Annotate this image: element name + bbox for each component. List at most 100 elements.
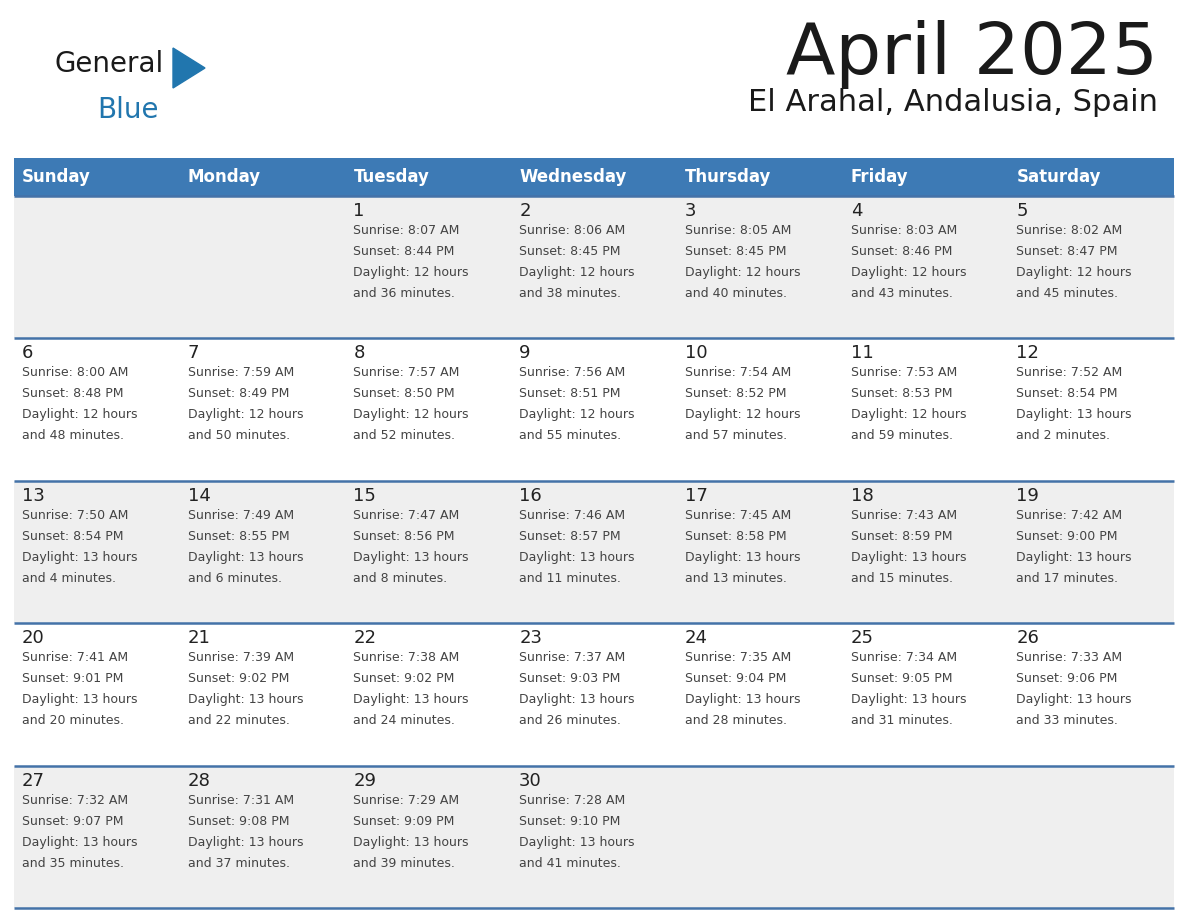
Text: 21: 21 <box>188 629 210 647</box>
Text: Sunrise: 7:35 AM: Sunrise: 7:35 AM <box>684 651 791 665</box>
Text: 30: 30 <box>519 772 542 789</box>
Text: and 36 minutes.: and 36 minutes. <box>353 287 455 300</box>
Bar <box>1009 158 1174 196</box>
Text: and 15 minutes.: and 15 minutes. <box>851 572 953 585</box>
Polygon shape <box>173 48 206 88</box>
Text: and 13 minutes.: and 13 minutes. <box>684 572 786 585</box>
Text: Sunset: 8:49 PM: Sunset: 8:49 PM <box>188 387 289 400</box>
Bar <box>14 158 179 196</box>
Text: and 33 minutes.: and 33 minutes. <box>1016 714 1118 727</box>
Text: Sunset: 9:05 PM: Sunset: 9:05 PM <box>851 672 952 685</box>
Bar <box>14 196 1174 339</box>
Text: Daylight: 13 hours: Daylight: 13 hours <box>851 693 966 706</box>
Text: Daylight: 13 hours: Daylight: 13 hours <box>684 551 801 564</box>
Text: 24: 24 <box>684 629 708 647</box>
Text: and 26 minutes.: and 26 minutes. <box>519 714 621 727</box>
Text: Daylight: 12 hours: Daylight: 12 hours <box>851 409 966 421</box>
Text: Sunrise: 7:38 AM: Sunrise: 7:38 AM <box>353 651 460 665</box>
Text: 1: 1 <box>353 202 365 220</box>
Text: 7: 7 <box>188 344 200 363</box>
Text: Sunset: 8:52 PM: Sunset: 8:52 PM <box>684 387 786 400</box>
Text: Sunrise: 7:32 AM: Sunrise: 7:32 AM <box>23 793 128 807</box>
Text: and 35 minutes.: and 35 minutes. <box>23 856 124 869</box>
Text: Sunrise: 7:59 AM: Sunrise: 7:59 AM <box>188 366 293 379</box>
Text: and 43 minutes.: and 43 minutes. <box>851 287 953 300</box>
Text: 25: 25 <box>851 629 873 647</box>
Text: Sunrise: 8:06 AM: Sunrise: 8:06 AM <box>519 224 625 237</box>
Bar <box>14 766 1174 908</box>
Text: Daylight: 12 hours: Daylight: 12 hours <box>519 409 634 421</box>
Text: 14: 14 <box>188 487 210 505</box>
Text: Daylight: 13 hours: Daylight: 13 hours <box>1016 551 1132 564</box>
Text: General: General <box>55 50 164 78</box>
Text: Sunrise: 7:47 AM: Sunrise: 7:47 AM <box>353 509 460 521</box>
Text: Blue: Blue <box>97 96 158 124</box>
Bar <box>677 158 842 196</box>
Text: Sunrise: 7:56 AM: Sunrise: 7:56 AM <box>519 366 625 379</box>
Text: and 37 minutes.: and 37 minutes. <box>188 856 290 869</box>
Text: Sunrise: 7:34 AM: Sunrise: 7:34 AM <box>851 651 956 665</box>
Text: and 48 minutes.: and 48 minutes. <box>23 430 124 442</box>
Text: and 52 minutes.: and 52 minutes. <box>353 430 455 442</box>
Text: Daylight: 13 hours: Daylight: 13 hours <box>684 693 801 706</box>
Text: 26: 26 <box>1016 629 1040 647</box>
Text: Daylight: 12 hours: Daylight: 12 hours <box>684 409 801 421</box>
Text: Sunset: 9:03 PM: Sunset: 9:03 PM <box>519 672 620 685</box>
Text: Sunset: 8:54 PM: Sunset: 8:54 PM <box>1016 387 1118 400</box>
Text: Sunset: 9:07 PM: Sunset: 9:07 PM <box>23 814 124 828</box>
Text: Monday: Monday <box>188 168 261 186</box>
Text: 2: 2 <box>519 202 531 220</box>
Text: Sunrise: 7:49 AM: Sunrise: 7:49 AM <box>188 509 293 521</box>
Text: 18: 18 <box>851 487 873 505</box>
Text: Sunset: 8:56 PM: Sunset: 8:56 PM <box>353 530 455 543</box>
Text: and 57 minutes.: and 57 minutes. <box>684 430 786 442</box>
Text: 29: 29 <box>353 772 377 789</box>
Text: Sunrise: 7:41 AM: Sunrise: 7:41 AM <box>23 651 128 665</box>
Text: Sunrise: 8:03 AM: Sunrise: 8:03 AM <box>851 224 956 237</box>
Bar <box>179 158 346 196</box>
Text: and 20 minutes.: and 20 minutes. <box>23 714 124 727</box>
Text: Sunset: 9:08 PM: Sunset: 9:08 PM <box>188 814 289 828</box>
Text: and 28 minutes.: and 28 minutes. <box>684 714 786 727</box>
Text: 11: 11 <box>851 344 873 363</box>
Text: Daylight: 13 hours: Daylight: 13 hours <box>519 835 634 848</box>
Text: and 31 minutes.: and 31 minutes. <box>851 714 953 727</box>
Text: Sunset: 9:01 PM: Sunset: 9:01 PM <box>23 672 124 685</box>
Text: Sunset: 9:04 PM: Sunset: 9:04 PM <box>684 672 786 685</box>
Text: 22: 22 <box>353 629 377 647</box>
Text: Sunrise: 7:28 AM: Sunrise: 7:28 AM <box>519 793 625 807</box>
Text: 28: 28 <box>188 772 210 789</box>
Text: 13: 13 <box>23 487 45 505</box>
Text: Sunset: 9:06 PM: Sunset: 9:06 PM <box>1016 672 1118 685</box>
Text: 27: 27 <box>23 772 45 789</box>
Text: Sunset: 8:54 PM: Sunset: 8:54 PM <box>23 530 124 543</box>
Text: Sunrise: 8:07 AM: Sunrise: 8:07 AM <box>353 224 460 237</box>
Text: and 22 minutes.: and 22 minutes. <box>188 714 290 727</box>
Text: and 38 minutes.: and 38 minutes. <box>519 287 621 300</box>
Text: Daylight: 13 hours: Daylight: 13 hours <box>23 693 138 706</box>
Text: Sunrise: 7:54 AM: Sunrise: 7:54 AM <box>684 366 791 379</box>
Text: Sunrise: 7:52 AM: Sunrise: 7:52 AM <box>1016 366 1123 379</box>
Text: Sunset: 9:02 PM: Sunset: 9:02 PM <box>188 672 289 685</box>
Text: 8: 8 <box>353 344 365 363</box>
Text: Daylight: 13 hours: Daylight: 13 hours <box>188 835 303 848</box>
Text: Sunrise: 7:29 AM: Sunrise: 7:29 AM <box>353 793 460 807</box>
Text: Sunset: 8:51 PM: Sunset: 8:51 PM <box>519 387 620 400</box>
Bar <box>14 623 1174 766</box>
Bar <box>842 158 1009 196</box>
Text: 19: 19 <box>1016 487 1040 505</box>
Text: Daylight: 13 hours: Daylight: 13 hours <box>23 835 138 848</box>
Text: 10: 10 <box>684 344 708 363</box>
Text: Sunset: 8:47 PM: Sunset: 8:47 PM <box>1016 245 1118 258</box>
Text: Sunset: 8:45 PM: Sunset: 8:45 PM <box>684 245 786 258</box>
Text: Sunset: 9:09 PM: Sunset: 9:09 PM <box>353 814 455 828</box>
Text: Sunset: 8:53 PM: Sunset: 8:53 PM <box>851 387 952 400</box>
Text: Thursday: Thursday <box>684 168 771 186</box>
Text: Sunrise: 7:46 AM: Sunrise: 7:46 AM <box>519 509 625 521</box>
Text: Sunrise: 7:39 AM: Sunrise: 7:39 AM <box>188 651 293 665</box>
Text: Sunrise: 7:31 AM: Sunrise: 7:31 AM <box>188 793 293 807</box>
Text: 17: 17 <box>684 487 708 505</box>
Text: Daylight: 13 hours: Daylight: 13 hours <box>519 551 634 564</box>
Text: 20: 20 <box>23 629 45 647</box>
Text: Sunrise: 7:50 AM: Sunrise: 7:50 AM <box>23 509 128 521</box>
